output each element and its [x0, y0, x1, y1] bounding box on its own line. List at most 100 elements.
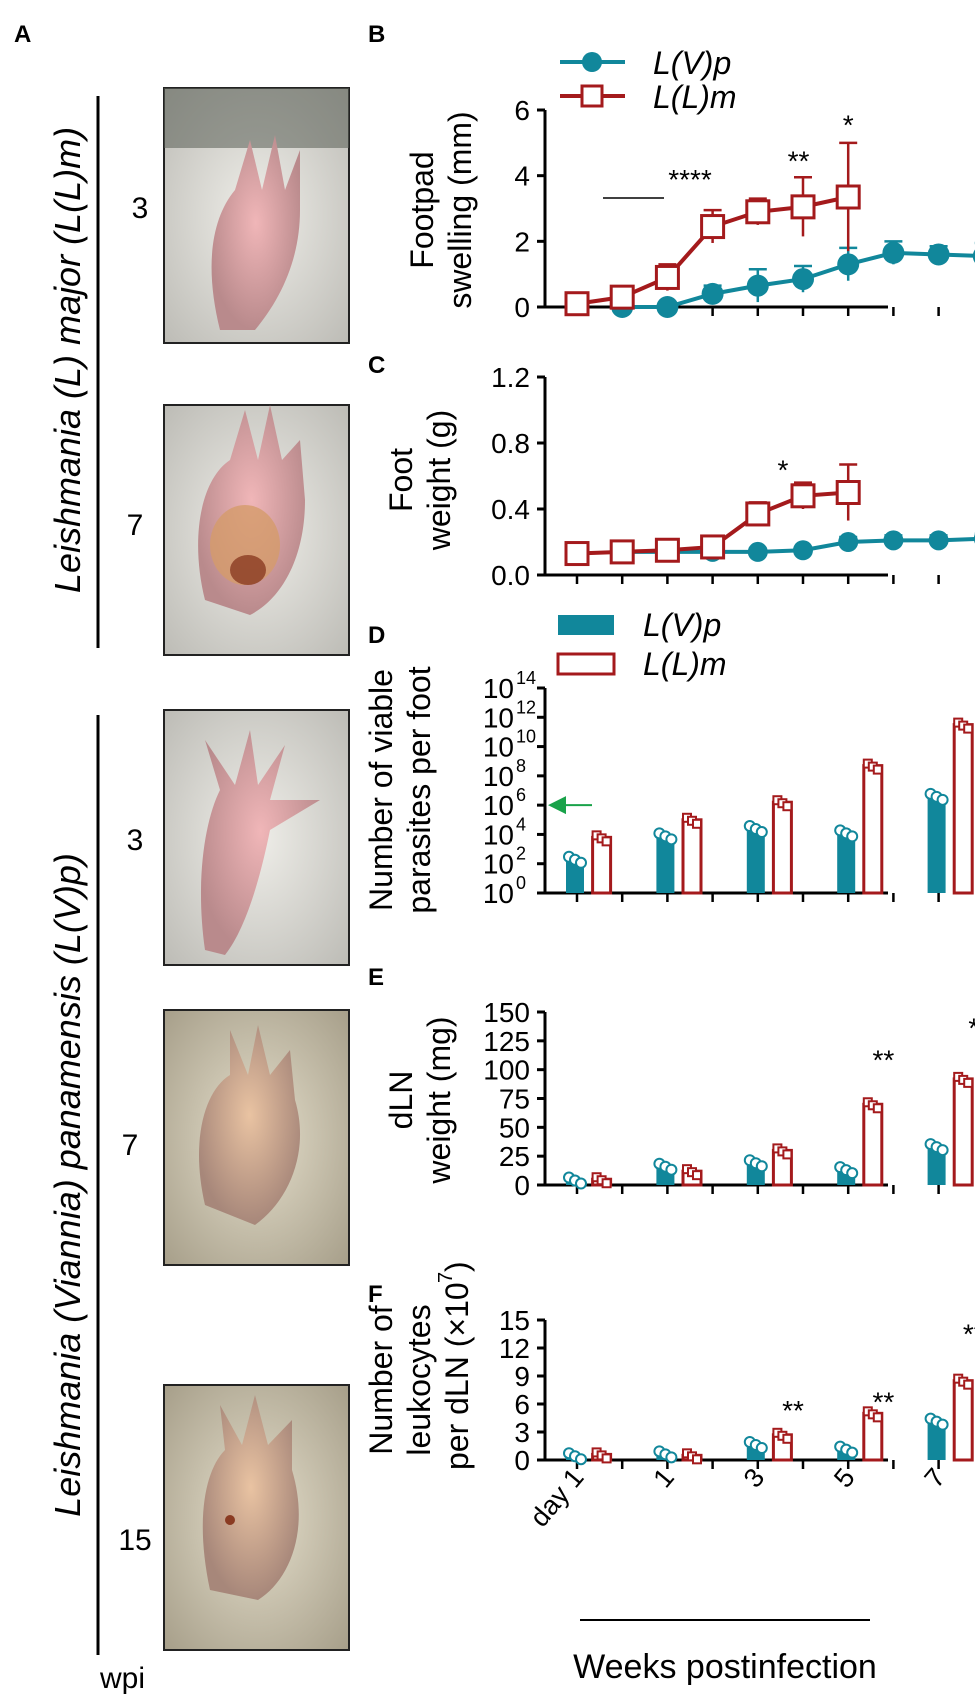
b-sig-label: ** [788, 146, 810, 177]
c-y-tick-label: 0.0 [491, 560, 530, 591]
b-point-llm [835, 184, 861, 210]
e-dot-lvp [936, 1144, 949, 1157]
b-point-llm [790, 194, 816, 220]
f-x-label: Weeks postinfection [573, 1648, 877, 1686]
f-x-tick-label: 1 [647, 1463, 680, 1494]
d-dot-lvp [665, 833, 678, 846]
f-bar-llm [952, 1379, 974, 1462]
wpi-label: wpi [99, 1662, 145, 1695]
paw-photo-lvp-3wk [163, 709, 350, 966]
c-point-lvp [838, 532, 859, 552]
f-y-tick-label: 9 [514, 1361, 530, 1392]
e-dot-llm [872, 1103, 883, 1114]
d-y-tick-label: 10 [483, 702, 514, 733]
d-dot-lvp [755, 826, 768, 839]
d-y-tick-label: 10 [483, 849, 514, 880]
b-sig-label: **** [668, 164, 712, 195]
b-y-label: Footpad [404, 151, 440, 268]
d-legend-lvp-swatch [558, 615, 614, 635]
f-y-tick-label: 3 [514, 1417, 530, 1448]
d-bar-lvp [927, 797, 946, 893]
e-bar-llm [952, 1077, 974, 1187]
panel-e-letter: E [368, 964, 384, 991]
d-bar-llm [771, 800, 793, 895]
paw-photo-lvp-15wk [163, 1384, 350, 1651]
b-legend-lvp-label: L(V)p [653, 45, 731, 81]
b-y-tick-label: 2 [514, 226, 530, 257]
c-point-llm [609, 539, 635, 565]
b-point-llm [654, 264, 680, 290]
c-y-tick-label: 0.4 [491, 494, 530, 525]
c-point-llm [835, 480, 861, 505]
c-point-llm [790, 483, 816, 509]
d-y-tick-exponent: 4 [516, 814, 526, 834]
f-x-tick-label: 5 [828, 1463, 861, 1494]
d-dot-llm [872, 764, 883, 775]
e-dot-lvp [665, 1163, 678, 1176]
e-dot-llm [963, 1077, 974, 1088]
c-point-llm [745, 501, 771, 527]
d-legend-llm-swatch [556, 652, 616, 676]
d-dot-llm [692, 818, 702, 829]
panel-d-letter: D [368, 622, 385, 649]
f-dot-llm [601, 1453, 612, 1464]
e-sig-label: ** [873, 1045, 895, 1076]
d-y-tick-label: 10 [483, 673, 514, 704]
f-y-tick-label: 15 [499, 1305, 530, 1336]
d-dot-lvp [846, 830, 859, 843]
b-point-lvp [656, 296, 679, 318]
d-bar-lvp [656, 837, 675, 893]
f-y-tick-label: 12 [499, 1333, 530, 1364]
c-point-lvp [747, 541, 768, 562]
d-y-tick-exponent: 2 [516, 844, 526, 864]
week-label-lvp-15: 15 [118, 1524, 151, 1557]
e-dot-llm [782, 1149, 793, 1160]
e-y-tick-label: 125 [483, 1026, 530, 1057]
b-sig-label: * [843, 110, 854, 141]
d-arrow-head [548, 796, 566, 815]
b-point-llm [700, 214, 726, 240]
d-y-tick-exponent: 12 [516, 697, 536, 717]
e-y-label: weight (mg) [421, 1016, 457, 1184]
f-dot-lvp [755, 1442, 768, 1454]
f-y-label: ) [439, 1261, 475, 1272]
d-dot-llm [601, 836, 612, 847]
f-dot-lvp [936, 1418, 949, 1431]
paw-photo-llm-7wk [163, 404, 350, 656]
b-point-lvp [746, 274, 769, 297]
d-y-tick-exponent: 6 [516, 785, 526, 805]
e-dot-lvp [575, 1177, 587, 1190]
d-y-tick-label: 10 [483, 790, 514, 821]
d-dot-llm [963, 723, 974, 734]
f-sig-label: ** [782, 1395, 804, 1426]
f-y-label: per dLN (×10 [439, 1282, 475, 1470]
week-label-lvp-3: 3 [127, 824, 144, 857]
panel-a-letter: A [14, 21, 31, 48]
week-label-llm-7: 7 [127, 509, 144, 542]
d-bar-llm [681, 818, 703, 895]
e-dot-llm [601, 1178, 612, 1189]
d-dot-lvp [936, 793, 949, 806]
d-y-tick-label: 10 [483, 878, 514, 909]
e-bar-llm [862, 1102, 884, 1187]
paw-photo-llm-3wk [163, 87, 350, 344]
f-x-tick-label: 3 [738, 1463, 771, 1494]
c-y-label: Foot [383, 448, 419, 512]
f-sig-label: ** [873, 1386, 895, 1417]
f-y-label: leukocytes [401, 1304, 437, 1455]
c-y-tick-label: 0.8 [491, 428, 530, 459]
c-point-llm [654, 537, 680, 563]
f-y-label: Number of [363, 1305, 399, 1455]
e-y-tick-label: 150 [483, 997, 530, 1028]
b-y-tick-label: 0 [514, 292, 530, 323]
b-y-tick-label: 4 [514, 161, 530, 192]
b-point-llm [609, 284, 635, 310]
b-point-lvp [972, 249, 975, 263]
llm-group-label: Leishmania (L) major (L(L)m) [47, 127, 88, 593]
f-x-tick-label: day 1 [524, 1463, 589, 1533]
d-y-label: Number of viable [363, 669, 399, 911]
